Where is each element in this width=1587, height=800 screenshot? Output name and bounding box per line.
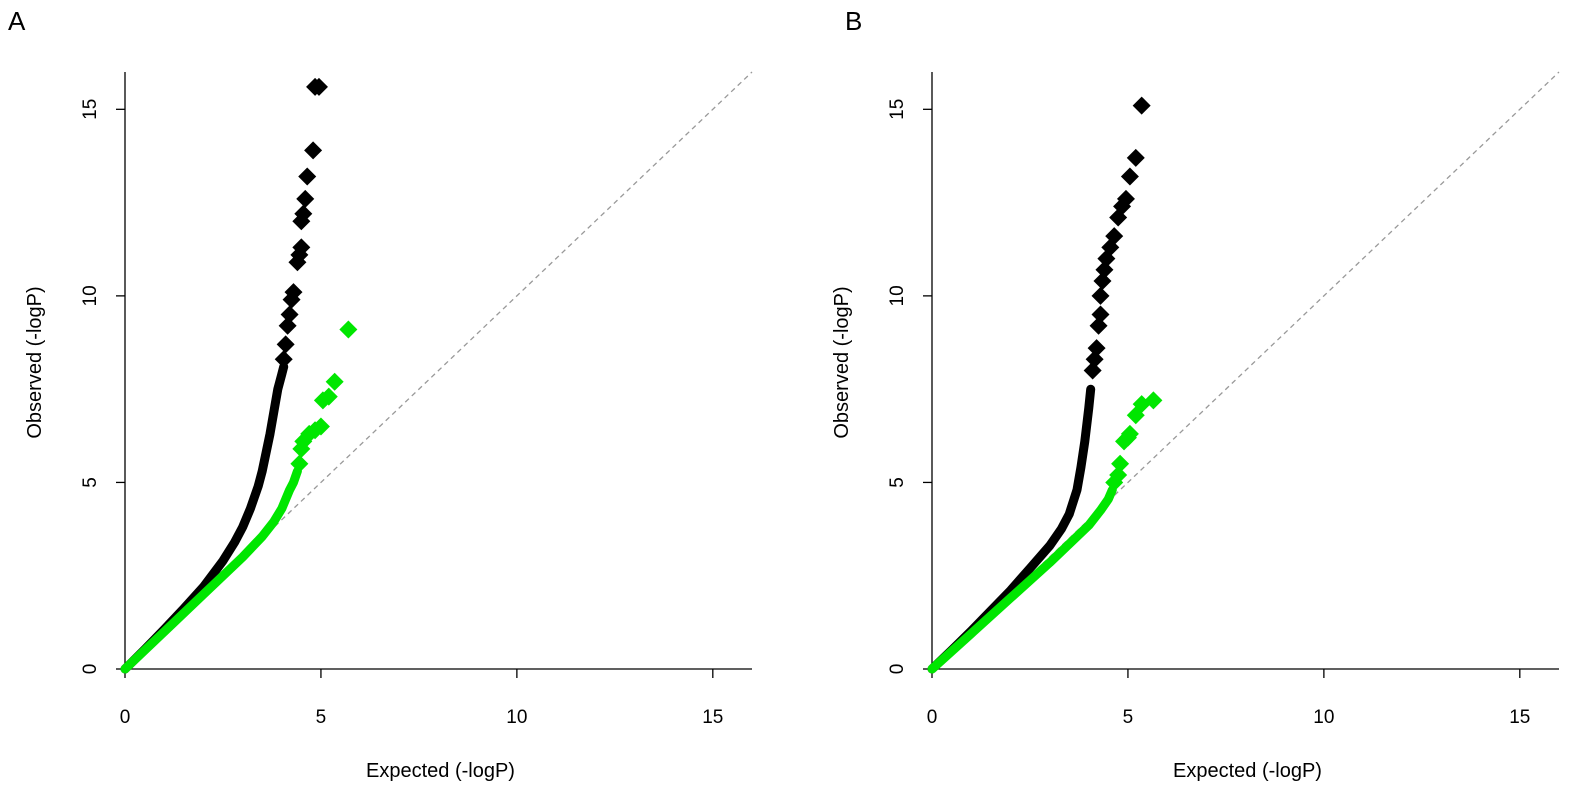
data-point bbox=[304, 141, 323, 160]
data-point bbox=[298, 167, 317, 186]
y-tick-label: 15 bbox=[80, 99, 101, 120]
y-tick-label: 5 bbox=[887, 477, 908, 488]
data-point bbox=[276, 335, 295, 354]
data-point bbox=[294, 204, 313, 223]
dense-points-band bbox=[927, 485, 1117, 674]
y-tick-label: 0 bbox=[80, 664, 101, 675]
data-point bbox=[311, 417, 330, 436]
data-point bbox=[1091, 305, 1110, 324]
data-point bbox=[1116, 189, 1135, 208]
dense-points-band bbox=[927, 384, 1096, 674]
data-point bbox=[1120, 424, 1139, 443]
data-point bbox=[319, 387, 338, 406]
dense-points-band bbox=[120, 362, 289, 674]
data-point bbox=[1093, 271, 1112, 290]
y-tick-label: 10 bbox=[80, 285, 101, 306]
data-point bbox=[292, 238, 311, 257]
y-tick-label: 15 bbox=[887, 99, 908, 120]
data-point bbox=[1083, 361, 1102, 380]
data-point bbox=[1105, 227, 1124, 246]
panel-a: A 0 5 10 15 0 5 10 15 Expected (-logP) Observed (-… bbox=[8, 6, 753, 782]
x-tick-label: 10 bbox=[1313, 707, 1334, 728]
panel-label: B bbox=[845, 6, 862, 36]
panel-label: A bbox=[8, 6, 26, 36]
x-tick-label: 10 bbox=[506, 707, 527, 728]
data-point bbox=[1126, 148, 1145, 167]
data-point bbox=[1144, 391, 1163, 410]
x-tick-label: 15 bbox=[1509, 707, 1530, 728]
data-point bbox=[1109, 465, 1128, 484]
data-point bbox=[280, 305, 299, 324]
data-point bbox=[1111, 454, 1130, 473]
y-tick-label: 10 bbox=[887, 285, 908, 306]
panel-b: B 0 5 10 15 0 5 10 15 Expected (-logP) Observed (-… bbox=[831, 6, 1560, 782]
data-point bbox=[284, 283, 303, 302]
x-tick-label: 15 bbox=[702, 707, 723, 728]
x-tick-label: 5 bbox=[1123, 707, 1134, 728]
series-black bbox=[927, 96, 1151, 674]
y-axis-title: Observed (-logP) bbox=[831, 286, 853, 438]
x-tick-label: 0 bbox=[120, 707, 131, 728]
data-point bbox=[296, 189, 315, 208]
data-point bbox=[1095, 260, 1114, 279]
series-black bbox=[120, 77, 328, 674]
x-axis-title: Expected (-logP) bbox=[366, 760, 515, 782]
series-green bbox=[120, 320, 358, 674]
data-point bbox=[290, 454, 309, 473]
data-point bbox=[1085, 350, 1104, 369]
dense-points-band bbox=[120, 466, 302, 674]
data-point bbox=[1089, 316, 1108, 335]
data-point bbox=[339, 320, 358, 339]
x-tick-label: 5 bbox=[316, 707, 327, 728]
x-tick-label: 0 bbox=[927, 707, 938, 728]
data-point bbox=[278, 316, 297, 335]
x-axis-title: Expected (-logP) bbox=[1173, 760, 1322, 782]
data-point bbox=[1120, 167, 1139, 186]
data-point bbox=[1091, 286, 1110, 305]
series-green bbox=[927, 391, 1163, 674]
y-axis-title: Observed (-logP) bbox=[24, 286, 46, 438]
data-point bbox=[1087, 339, 1106, 358]
y-tick-label: 0 bbox=[887, 664, 908, 675]
data-point bbox=[274, 350, 293, 369]
y-tick-label: 5 bbox=[80, 477, 101, 488]
data-point bbox=[325, 372, 344, 391]
data-point bbox=[1132, 96, 1151, 115]
data-point bbox=[309, 77, 328, 96]
